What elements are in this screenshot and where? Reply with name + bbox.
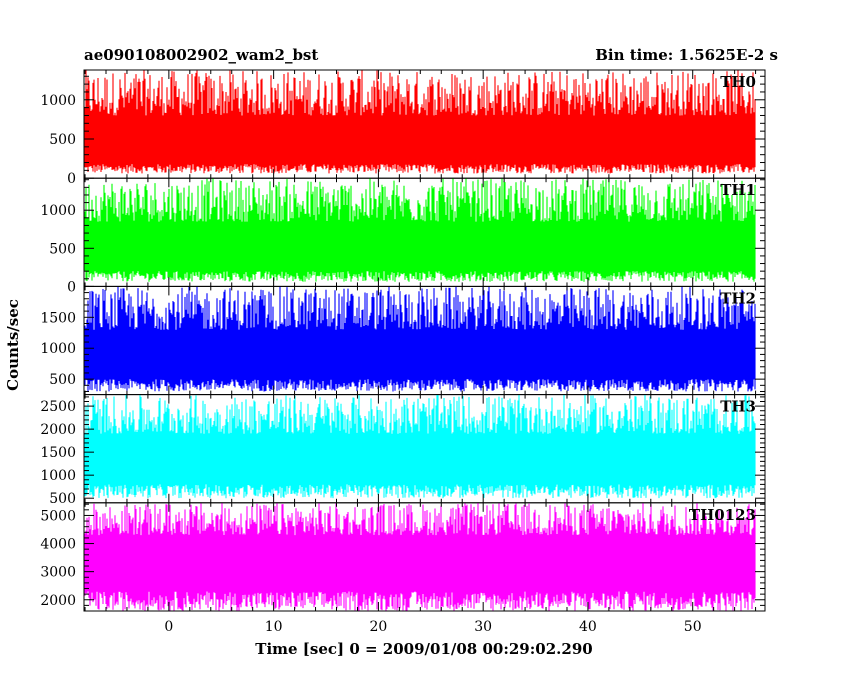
y-tick-label: 500 bbox=[49, 491, 76, 507]
x-tick-label: 30 bbox=[474, 619, 492, 635]
y-tick-label: 500 bbox=[49, 241, 76, 257]
x-tick-label: 40 bbox=[579, 619, 597, 635]
panel-label-th1: TH1 bbox=[720, 181, 756, 199]
y-tick-label: 1000 bbox=[40, 203, 76, 219]
x-tick-label: 20 bbox=[369, 619, 387, 635]
y-tick-label: 2500 bbox=[40, 399, 76, 415]
y-axis-label: Counts/sec bbox=[4, 299, 22, 391]
panel-label-th3: TH3 bbox=[720, 398, 756, 416]
y-tick-label: 5000 bbox=[40, 508, 76, 524]
panel-label-th0: TH0 bbox=[720, 73, 756, 91]
series-th0-curve bbox=[84, 70, 756, 174]
panel-th2: 500 1000 1500 TH2 bbox=[40, 285, 766, 396]
y-tick-label: 0 bbox=[67, 171, 76, 187]
x-tick-label: 10 bbox=[265, 619, 283, 635]
series-th2-curve bbox=[84, 286, 756, 392]
y-tick-label: 1500 bbox=[40, 445, 76, 461]
series-th0123-curve bbox=[84, 502, 756, 611]
y-tick-label: 1500 bbox=[40, 310, 76, 326]
panel-th3: 500 1000 1500 2000 2500 TH3 bbox=[40, 394, 766, 507]
y-tick-label: 2000 bbox=[40, 422, 76, 438]
series-th3-curve bbox=[84, 394, 756, 499]
panel-label-th2: TH2 bbox=[720, 289, 756, 307]
y-tick-label: 1000 bbox=[40, 468, 76, 484]
y-tick-label: 4000 bbox=[40, 537, 76, 553]
chart-title-left: ae090108002902_wam2_bst bbox=[84, 46, 318, 64]
x-tick-label: 50 bbox=[684, 619, 702, 635]
series-th1-curve bbox=[84, 178, 756, 282]
panel-th0123: 2000 3000 4000 5000 TH0123 bbox=[40, 502, 766, 612]
y-tick-label: 2000 bbox=[40, 593, 76, 609]
y-tick-label: 1000 bbox=[40, 341, 76, 357]
panel-frame bbox=[83, 502, 766, 612]
y-tick-label: 1000 bbox=[40, 93, 76, 109]
panel-th1: 0 500 1000 TH1 bbox=[40, 177, 766, 295]
chart-title-right: Bin time: 1.5625E-2 s bbox=[595, 46, 778, 64]
panels-group: 05001000TH005001000TH150010001500TH25001… bbox=[40, 69, 766, 635]
y-tick-label: 500 bbox=[49, 132, 76, 148]
x-axis-label: Time [sec] 0 = 2009/01/08 00:29:02.290 bbox=[255, 640, 592, 658]
y-tick-label: 0 bbox=[67, 279, 76, 295]
y-tick-label: 500 bbox=[49, 372, 76, 388]
panel-th0: 0 500 1000 TH0 bbox=[40, 69, 766, 187]
y-tick-label: 3000 bbox=[40, 565, 76, 581]
x-tick-label: 0 bbox=[164, 619, 173, 635]
panel-label-th0123: TH0123 bbox=[689, 506, 756, 524]
